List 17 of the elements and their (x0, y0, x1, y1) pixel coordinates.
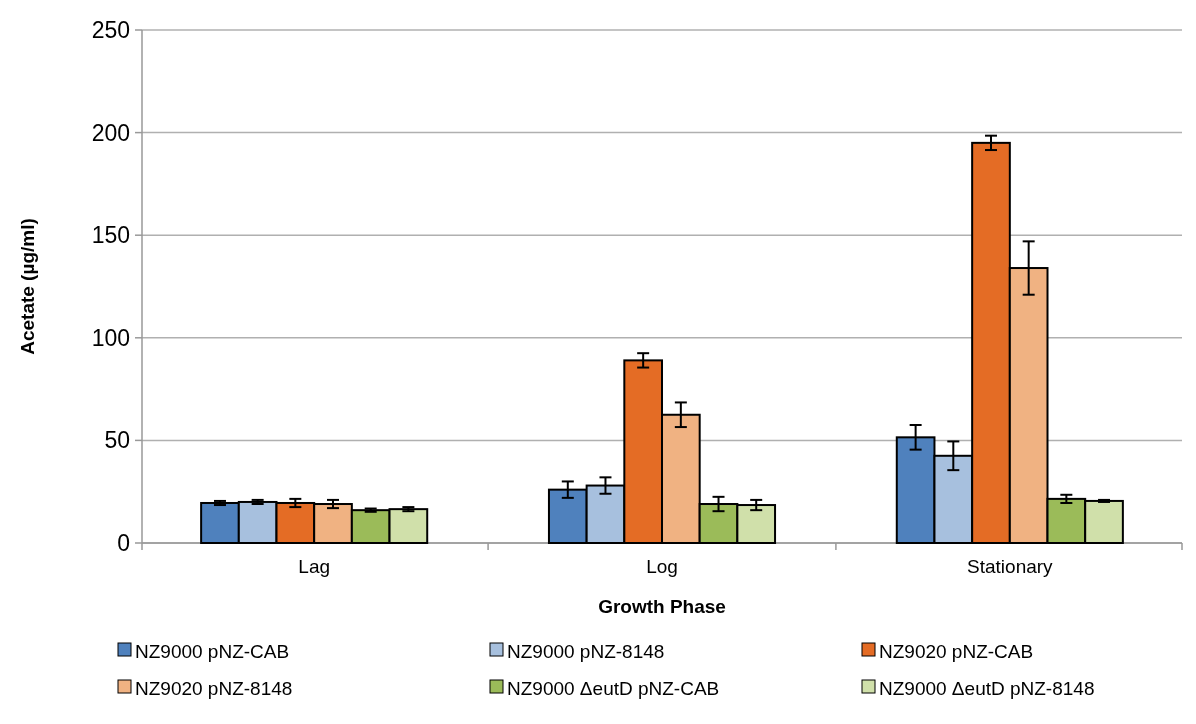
y-tick-label: 0 (117, 530, 130, 557)
legend-label: NZ9000 pNZ-CAB (135, 640, 290, 662)
x-axis-title: Growth Phase (598, 596, 726, 617)
legend-label: NZ9000 ΔeutD pNZ-CAB (507, 677, 720, 699)
x-tick-label: Log (646, 556, 678, 577)
y-tick-label: 250 (91, 17, 130, 44)
y-tick-label: 150 (91, 222, 130, 249)
y-tick-label: 100 (91, 324, 130, 351)
legend-label: NZ9000 ΔeutD pNZ-8148 (879, 677, 1095, 699)
x-tick-label: Lag (298, 556, 331, 577)
legend-label: NZ9020 pNZ-8148 (135, 677, 293, 699)
x-tick-label: Stationary (967, 556, 1054, 577)
y-axis-title: Acetate (µg/ml) (17, 218, 38, 355)
legend-label: NZ9020 pNZ-CAB (879, 640, 1034, 662)
legend-label: NZ9000 pNZ-8148 (507, 640, 665, 662)
y-tick-label: 200 (91, 119, 130, 146)
y-tick-label: 50 (104, 427, 130, 454)
